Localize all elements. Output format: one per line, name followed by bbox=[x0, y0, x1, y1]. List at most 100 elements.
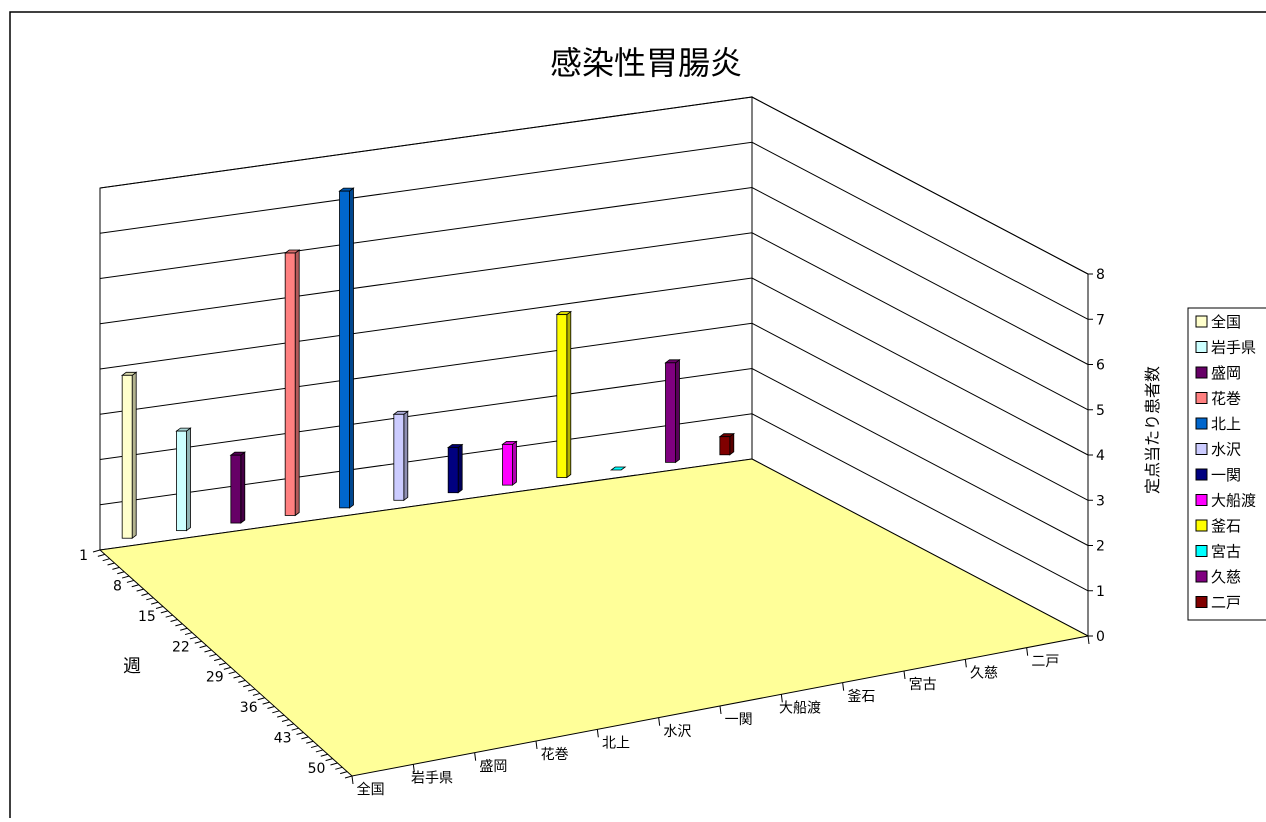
x-tick-mark bbox=[842, 682, 845, 691]
legend-label: 盛岡 bbox=[1211, 364, 1241, 382]
week-tick-mark bbox=[126, 579, 135, 583]
bar-front bbox=[121, 374, 133, 539]
chart-axes: 0 1 2 3 4 5 6 7 8 全国 岩手県 盛岡 花巻 北上 水沢 一関 大船渡 釜石 宮古 久慈 二戸 1 8 15 2… bbox=[79, 267, 1105, 798]
bar-side bbox=[131, 371, 137, 540]
gridline bbox=[99, 413, 1089, 592]
legend-swatch bbox=[1195, 315, 1208, 328]
legend-label: 一関 bbox=[1211, 466, 1241, 484]
week-tick-mark bbox=[306, 740, 314, 744]
legend-label: 花巻 bbox=[1211, 390, 1241, 408]
x-tick-label: 久慈 bbox=[970, 666, 998, 682]
week-tick-mark bbox=[121, 575, 130, 579]
x-tick-label: 宮古 bbox=[909, 677, 937, 693]
week-axis-title: 週 bbox=[123, 656, 141, 677]
week-tick-mark bbox=[151, 601, 159, 605]
week-tick-mark bbox=[97, 553, 105, 557]
week-tick-mark bbox=[209, 653, 217, 657]
chart-walls bbox=[99, 96, 1089, 637]
bar bbox=[610, 466, 627, 471]
legend-box bbox=[1187, 307, 1266, 621]
week-tick-mark bbox=[286, 723, 294, 727]
x-tick-label: 全国 bbox=[357, 781, 385, 798]
legend-label: 全国 bbox=[1211, 313, 1241, 331]
week-tick-mark bbox=[218, 662, 227, 666]
x-tick-label: 盛岡 bbox=[479, 759, 507, 775]
bar bbox=[447, 443, 464, 494]
week-tick-mark bbox=[228, 671, 236, 675]
legend-swatch bbox=[1195, 417, 1208, 430]
gridline bbox=[99, 322, 1089, 501]
bar bbox=[501, 440, 518, 486]
y-tick-label: 5 bbox=[1096, 403, 1105, 419]
bar-front bbox=[447, 447, 459, 494]
week-tick-mark bbox=[102, 558, 110, 562]
legend-label: 久慈 bbox=[1211, 568, 1241, 586]
gridline bbox=[99, 277, 1089, 456]
y-tick-label: 2 bbox=[1096, 539, 1105, 555]
y-tick-label: 3 bbox=[1096, 493, 1105, 509]
gridline bbox=[99, 141, 1089, 320]
week-tick-mark bbox=[112, 566, 120, 570]
legend-swatch bbox=[1195, 545, 1208, 557]
x-tick-label: 水沢 bbox=[663, 724, 691, 740]
bar-front bbox=[176, 430, 187, 532]
bar-side bbox=[349, 187, 354, 509]
chart-title: 感染性胃腸炎 bbox=[550, 44, 742, 82]
week-tick-mark bbox=[272, 710, 280, 714]
legend-swatch bbox=[1195, 519, 1208, 532]
week-tick-mark bbox=[204, 649, 212, 653]
bar bbox=[718, 432, 735, 456]
week-tick-label: 43 bbox=[274, 731, 292, 747]
x-tick-label: 二戸 bbox=[1031, 654, 1059, 670]
week-tick-mark bbox=[194, 640, 202, 644]
bar-side bbox=[512, 440, 517, 486]
y-tick-label: 4 bbox=[1096, 448, 1105, 464]
gridline bbox=[99, 232, 1089, 411]
week-tick-mark bbox=[262, 701, 270, 705]
bar bbox=[392, 410, 409, 502]
legend-label: 岩手県 bbox=[1211, 339, 1256, 357]
bar bbox=[120, 371, 138, 540]
gridline bbox=[99, 186, 1089, 365]
legend-swatch bbox=[1195, 468, 1208, 481]
x-tick-label: 大船渡 bbox=[779, 701, 821, 717]
week-tick-mark bbox=[107, 562, 115, 566]
bar-side bbox=[566, 310, 572, 479]
week-tick-mark bbox=[180, 627, 188, 631]
x-tick-mark bbox=[658, 717, 661, 726]
gridline bbox=[99, 367, 1089, 546]
x-tick-mark bbox=[719, 705, 722, 715]
bar-side bbox=[729, 432, 735, 456]
week-tick-mark bbox=[214, 658, 222, 662]
week-tick-mark bbox=[296, 732, 304, 736]
bar bbox=[284, 249, 301, 517]
legend-label: 北上 bbox=[1211, 415, 1241, 433]
bar-front bbox=[502, 443, 513, 486]
week-tick-mark bbox=[233, 675, 241, 679]
week-tick-mark bbox=[257, 697, 265, 701]
legend-swatch bbox=[1195, 392, 1208, 404]
y-tick-label: 6 bbox=[1096, 358, 1105, 374]
week-tick-mark bbox=[175, 623, 183, 627]
y-tick-label: 7 bbox=[1096, 312, 1105, 328]
week-tick-mark bbox=[252, 692, 261, 696]
legend-swatch bbox=[1195, 443, 1208, 455]
legend-swatch bbox=[1195, 494, 1208, 506]
x-tick-mark bbox=[351, 775, 354, 785]
x-tick-label: 釜石 bbox=[847, 689, 875, 705]
bar-side bbox=[675, 358, 680, 464]
bar bbox=[664, 358, 681, 464]
week-tick-mark bbox=[155, 606, 164, 609]
week-tick-mark bbox=[170, 619, 178, 623]
x-tick-mark bbox=[412, 764, 415, 773]
week-tick-mark bbox=[238, 679, 246, 683]
x-tick-label: 北上 bbox=[602, 736, 630, 752]
legend-label: 水沢 bbox=[1211, 441, 1241, 459]
week-tick-mark bbox=[131, 584, 139, 588]
week-tick-label: 8 bbox=[113, 578, 122, 594]
legend-swatch bbox=[1195, 570, 1208, 583]
bar-side bbox=[186, 427, 191, 532]
chart-bars bbox=[120, 187, 735, 540]
week-tick-mark bbox=[277, 714, 285, 718]
